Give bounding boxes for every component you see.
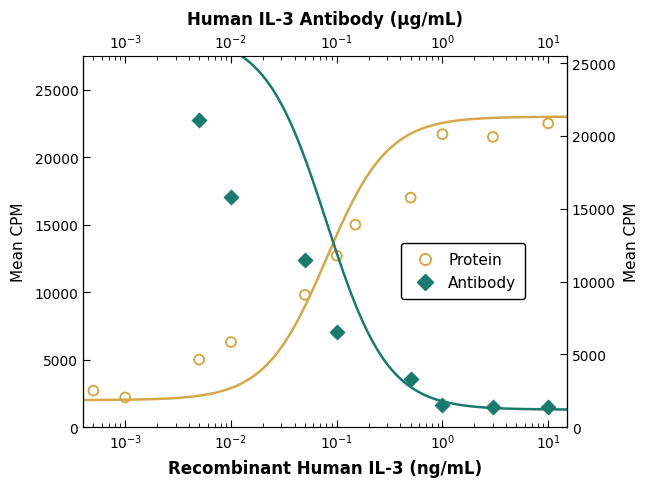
Point bbox=[194, 356, 204, 364]
Point bbox=[88, 39, 99, 46]
Point bbox=[88, 387, 99, 395]
Point bbox=[437, 131, 448, 139]
X-axis label: Human IL-3 Antibody (μg/mL): Human IL-3 Antibody (μg/mL) bbox=[187, 11, 463, 29]
Y-axis label: Mean CPM: Mean CPM bbox=[624, 203, 639, 282]
Y-axis label: Mean CPM: Mean CPM bbox=[11, 203, 26, 282]
Point bbox=[120, 394, 131, 402]
Point bbox=[488, 134, 498, 142]
Point bbox=[543, 403, 553, 411]
Legend: Protein, Antibody: Protein, Antibody bbox=[400, 244, 525, 300]
Point bbox=[543, 120, 553, 128]
Point bbox=[406, 194, 416, 202]
Point bbox=[332, 329, 342, 337]
Point bbox=[350, 221, 361, 229]
Point bbox=[120, 41, 131, 49]
Point bbox=[300, 291, 310, 299]
Point bbox=[226, 339, 236, 346]
Point bbox=[437, 402, 448, 409]
Point bbox=[300, 256, 310, 264]
X-axis label: Recombinant Human IL-3 (ng/mL): Recombinant Human IL-3 (ng/mL) bbox=[168, 459, 482, 477]
Point bbox=[406, 375, 416, 383]
Point bbox=[226, 194, 236, 202]
Point bbox=[194, 117, 204, 124]
Point bbox=[332, 252, 342, 260]
Point bbox=[488, 403, 498, 411]
